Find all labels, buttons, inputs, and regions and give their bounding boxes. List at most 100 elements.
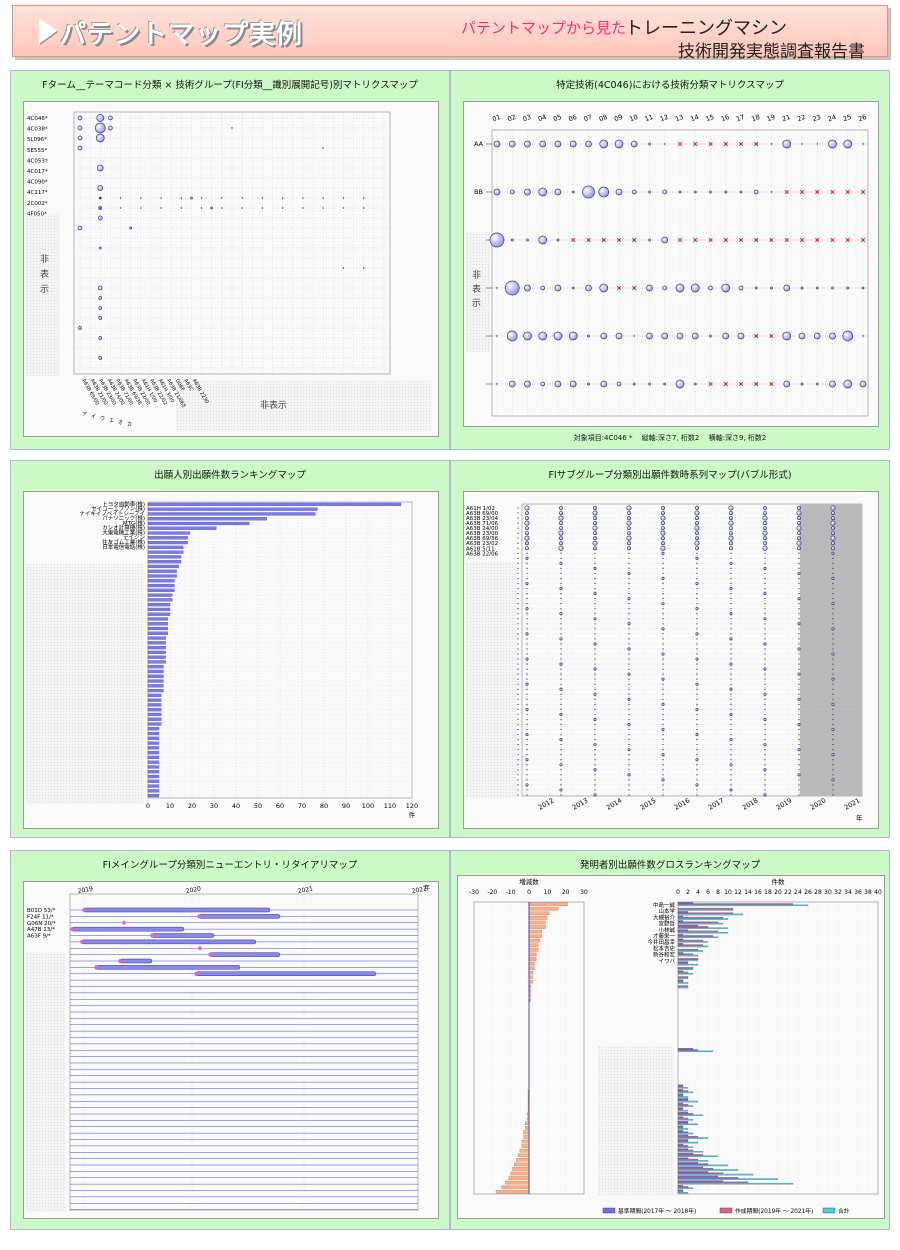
timeline-dot	[560, 678, 562, 680]
row-marker	[517, 688, 519, 690]
timeline-dot	[662, 663, 664, 665]
page-title: パテントマップ実例	[60, 20, 304, 50]
timeline-dot	[628, 718, 630, 721]
timeline-bubble	[559, 561, 563, 565]
applicant-bar	[147, 703, 162, 707]
matrix-bubble	[721, 283, 731, 293]
timeline-dot	[628, 708, 630, 710]
delta-bar	[519, 1148, 530, 1153]
timeline-dot	[526, 764, 528, 766]
timeline-dot	[526, 643, 528, 645]
cross-mark	[723, 381, 728, 387]
inventor-bar	[677, 1105, 694, 1107]
timeline-dot	[696, 673, 698, 675]
inventor-bar	[677, 911, 689, 913]
inventor-bar	[677, 1153, 694, 1155]
right-axis-title: 件数	[772, 877, 786, 886]
panel-4c046-matrix-title: 特定技術(4C046)における技術分類マトリクスマップ	[556, 80, 784, 91]
matrix-bubble	[95, 133, 105, 143]
timeline-dot	[662, 744, 664, 746]
matrix-bubble	[813, 332, 821, 340]
applicant-bar	[147, 751, 160, 755]
inventor-bar	[677, 1108, 684, 1111]
timeline-bubble	[695, 607, 699, 611]
timeline-dot	[832, 663, 834, 665]
applicant-bar	[147, 526, 217, 530]
hidden-rows-area	[26, 952, 66, 1212]
inventor-label: 今井田昌幸	[647, 938, 675, 946]
entry-bar	[195, 971, 377, 976]
timeline-bubble	[763, 667, 767, 671]
timeline-dot	[832, 769, 834, 771]
right-tick-label: 28	[814, 889, 822, 896]
matrix-bubble	[97, 185, 104, 191]
timeline-bubble	[593, 642, 597, 646]
matrix-bubble	[648, 238, 651, 242]
matrix-bubble	[662, 285, 668, 291]
delta-bar	[495, 1189, 530, 1194]
matrix-col-label: 19	[766, 113, 777, 123]
timeline-dot	[594, 754, 596, 756]
matrix-bubble	[568, 331, 578, 341]
entry-bar	[95, 965, 241, 970]
timeline-bubble	[525, 707, 529, 711]
matrix-dot	[801, 143, 803, 145]
timeline-dot	[662, 733, 664, 736]
subgroup-label: A63B 23/00	[466, 531, 499, 537]
applicant-label: 住友ゴム工業(株)	[102, 538, 145, 546]
timeline-dot	[628, 608, 630, 610]
timeline-dot	[526, 718, 528, 721]
applicant-bar	[147, 688, 164, 693]
cross-mark	[586, 237, 591, 243]
timeline-bubble	[694, 510, 700, 516]
matrix-bubble	[829, 332, 836, 340]
inventor-bar	[677, 1139, 689, 1141]
timeline-dot	[560, 668, 562, 670]
timeline-bubble	[763, 743, 767, 747]
inventor-bar	[677, 1180, 724, 1182]
row-marker	[517, 648, 519, 650]
timeline-bubble	[763, 511, 767, 515]
applicant-bar	[147, 588, 175, 592]
cross-mark	[708, 237, 713, 243]
timeline-dot	[764, 653, 766, 655]
timeline-dot	[798, 608, 800, 610]
timeline-bubble	[796, 510, 802, 516]
timeline-dot	[696, 764, 698, 766]
timeline-bubble	[728, 505, 734, 511]
timeline-dot	[764, 723, 766, 726]
timeline-bubble	[593, 521, 597, 526]
matrix-bubble	[509, 189, 515, 195]
timeline-dot	[764, 587, 766, 590]
row-marker	[517, 738, 519, 741]
row-marker	[517, 598, 519, 600]
timeline-dot	[594, 598, 596, 600]
row-marker	[517, 703, 519, 705]
timeline-bubble	[797, 622, 801, 626]
subgroup-label: A63B 24/00	[466, 526, 499, 532]
timeline-bubble	[627, 773, 631, 777]
timeline-bubble	[592, 540, 598, 546]
timeline-dot	[662, 643, 664, 645]
row-marker	[517, 557, 519, 559]
subgroup-label: A63B 69/00	[466, 511, 499, 517]
forecast-shade	[800, 504, 862, 796]
timeline-dot	[730, 693, 732, 695]
timeline-dot	[628, 784, 630, 786]
timeline-dot	[526, 703, 528, 705]
cross-mark	[754, 333, 759, 339]
timeline-dot	[662, 769, 664, 771]
inventor-bar	[677, 1172, 724, 1174]
legend-swatch	[602, 1207, 616, 1214]
matrix-bubble	[569, 380, 577, 388]
timeline-bubble	[797, 722, 801, 727]
applicant-bar	[147, 636, 166, 640]
inventor-bar	[677, 958, 699, 960]
matrix-bubble	[709, 190, 712, 194]
matrix-bubble	[556, 238, 560, 242]
main-group-label: A63F 9/*	[27, 934, 51, 940]
inventor-bar	[677, 952, 684, 954]
matrix-col-label: 21	[781, 113, 792, 123]
